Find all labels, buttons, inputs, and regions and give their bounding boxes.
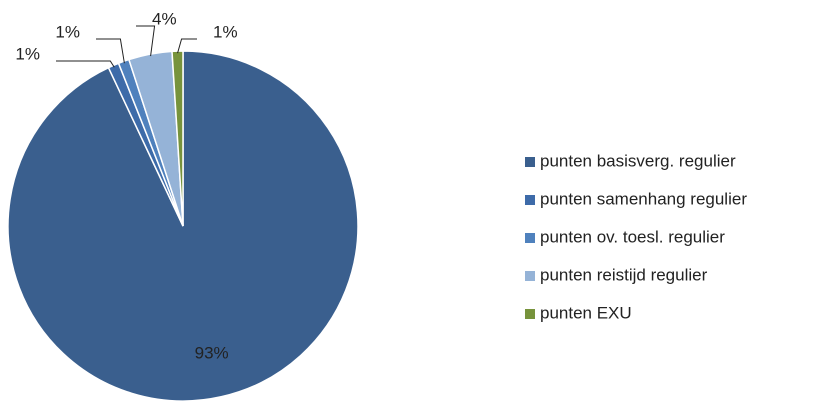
legend-swatch (525, 233, 535, 243)
legend-swatch (525, 309, 535, 319)
leader-line (96, 38, 125, 64)
legend-label: punten EXU (540, 303, 632, 322)
data-label: 4% (152, 9, 177, 28)
legend-label: punten reistijd regulier (540, 265, 708, 284)
legend-swatch (525, 271, 535, 281)
data-label: 1% (15, 44, 40, 63)
data-label: 93% (195, 344, 229, 363)
leader-line (56, 60, 115, 68)
legend-label: punten basisverg. regulier (540, 151, 736, 170)
leader-line (177, 38, 197, 54)
leader-line (136, 25, 156, 57)
legend-label: punten samenhang regulier (540, 189, 747, 208)
legend-swatch (525, 195, 535, 205)
data-label: 1% (55, 22, 80, 41)
pie-slice (171, 50, 184, 227)
legend-swatch (525, 157, 535, 167)
legend-label: punten ov. toesl. regulier (540, 227, 725, 246)
data-label: 1% (213, 22, 238, 41)
